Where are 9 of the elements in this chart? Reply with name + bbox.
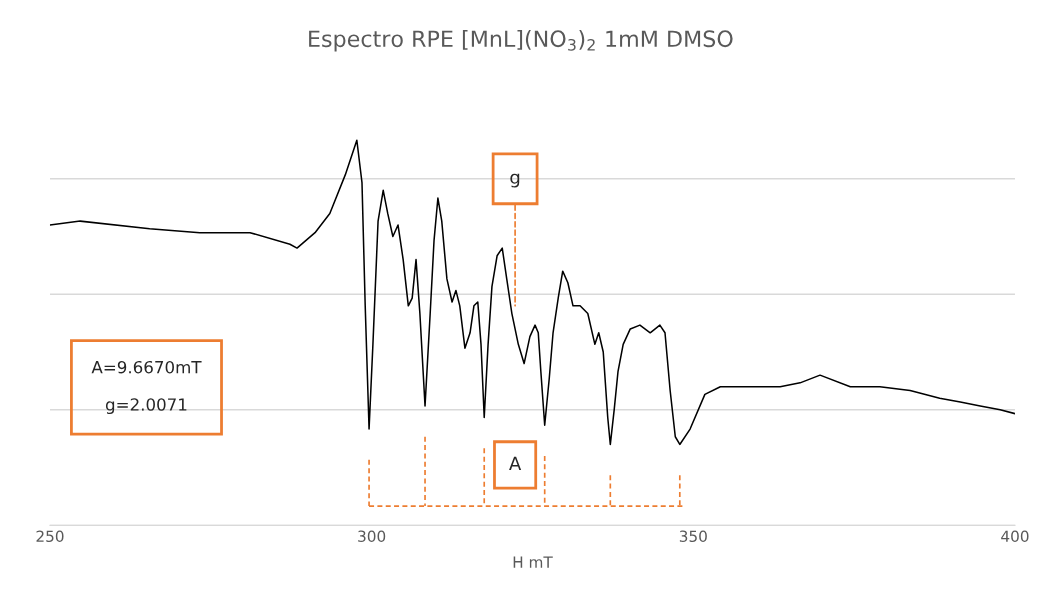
x-tick-label: 400 (1001, 530, 1029, 543)
x-tick-label: 350 (679, 530, 707, 543)
x-axis-title: H mT (513, 556, 553, 568)
x-tick-label: 300 (358, 530, 386, 543)
text: A=9.6670mT g=2.0071 (91, 360, 202, 415)
annotation: A (509, 456, 522, 470)
x-tick-label: 250 (36, 530, 64, 543)
annotation: g (510, 173, 520, 188)
chart-title: Espectro RPE [MnL](NO$_{3}$)$_{2}$ 1mM DMSO (309, 29, 733, 52)
